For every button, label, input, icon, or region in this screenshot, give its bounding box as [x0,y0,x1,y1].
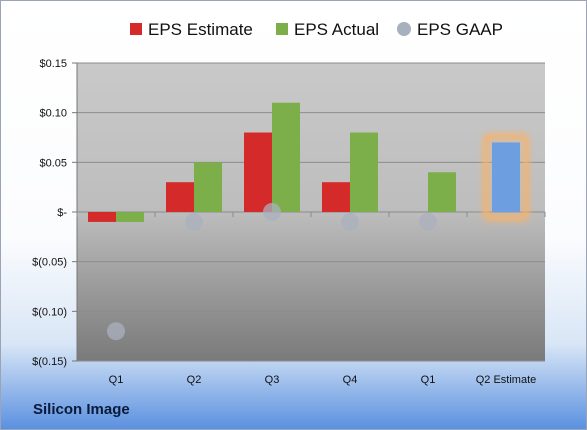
chart-marks [88,102,530,341]
bar-eps-actual [116,212,144,222]
x-tick-label: Q3 [265,374,280,386]
x-tick-label: Q2 [187,374,202,386]
bar-eps-estimate [88,212,116,222]
bar-eps-actual [428,172,456,212]
x-tick-label: Q4 [343,374,358,386]
x-tick-label: Q1 [421,374,436,386]
y-tick-label: $0.15 [39,58,67,70]
bar-eps-actual [194,162,222,212]
x-tick-label: Q1 [109,374,124,386]
y-tick-label: $(0.10) [32,306,67,318]
marker-eps-gaap [263,203,281,221]
bar-eps-estimate [244,132,272,212]
legend-label-eps-actual: EPS Actual [294,20,379,39]
q2-estimate-highlight [482,132,530,222]
legend-swatch-eps-estimate [130,23,142,35]
x-axis: Q1 Q2 Q3 Q4 Q1 Q2 Estimate [76,211,546,386]
y-axis: $0.15 $0.10 $0.05 $- $(0.05) $(0.10) $(0.15) [32,58,78,368]
marker-eps-gaap [185,212,203,231]
y-tick-label: $0.05 [39,157,67,169]
marker-eps-gaap [419,212,437,231]
legend-swatch-eps-actual [276,23,288,35]
x-tick-label: Q2 Estimate [476,374,537,386]
bar-eps-estimate [166,182,194,212]
y-tick-label: $- [57,207,67,219]
legend: EPS Estimate EPS Actual EPS GAAP [130,20,503,39]
y-tick-label: $0.10 [39,108,67,120]
y-tick-label: $(0.05) [32,257,67,269]
bar-q2-estimate [492,142,520,212]
bar-eps-estimate [322,182,350,212]
legend-label-eps-gaap: EPS GAAP [417,20,503,39]
marker-eps-gaap [341,212,359,231]
legend-label-eps-estimate: EPS Estimate [148,20,253,39]
bar-eps-actual [272,102,300,212]
marker-eps-gaap [107,322,125,341]
bar-eps-actual [350,132,378,212]
legend-swatch-eps-gaap [397,22,411,36]
company-name: Silicon Image [33,401,130,418]
y-tick-label: $(0.15) [32,356,67,368]
